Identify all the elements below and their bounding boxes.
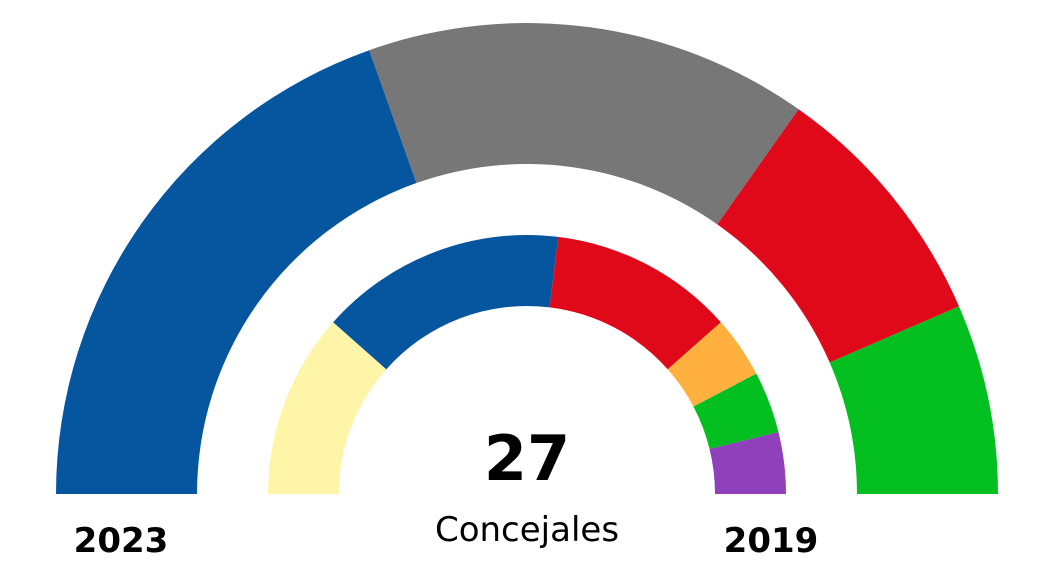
label-2023: 2023 (74, 521, 169, 561)
seat-segment-2019-4 (667, 322, 757, 407)
seats-label: Concejales (435, 510, 619, 550)
inner-ring-2019 (268, 235, 786, 494)
label-2019: 2019 (724, 521, 819, 561)
seat-segment-2023-4 (829, 306, 998, 494)
seat-segment-2023-3 (717, 109, 960, 363)
seat-segment-2019-6 (709, 432, 786, 494)
outer-ring-2023 (56, 22, 998, 495)
seat-segment-2019-3 (549, 236, 721, 370)
seat-segment-2019-1 (268, 322, 387, 494)
seat-segment-2023-1 (56, 50, 417, 495)
total-seats: 27 (484, 422, 570, 495)
seat-segment-2023-2 (369, 22, 799, 225)
seat-segment-2019-5 (693, 373, 779, 450)
seat-segment-2019-2 (333, 235, 559, 370)
